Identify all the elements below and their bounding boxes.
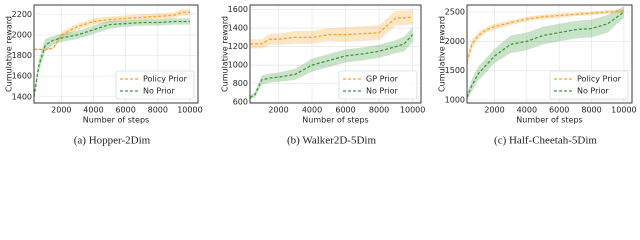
legend-label: GP Prior bbox=[366, 75, 399, 84]
y-tick-label: 1400 bbox=[228, 24, 248, 33]
legend-label: No Prior bbox=[366, 87, 399, 96]
confidence-band bbox=[34, 18, 190, 100]
y-tick-label: 1800 bbox=[12, 51, 32, 60]
legend: GP Prior No Prior bbox=[338, 70, 418, 100]
x-tick-label: 2000 bbox=[51, 106, 71, 115]
series-line bbox=[250, 16, 413, 45]
y-tick-label: 600 bbox=[233, 98, 248, 107]
y-tick-label: 1500 bbox=[445, 66, 465, 75]
y-tick-label: 1000 bbox=[228, 61, 248, 70]
caption: (a) Hopper-2Dim bbox=[74, 135, 151, 147]
x-axis-label: Number of steps bbox=[83, 116, 149, 125]
x-tick-label: 4000 bbox=[83, 106, 103, 115]
y-tick-label: 800 bbox=[233, 79, 248, 88]
y-tick-label: 2000 bbox=[445, 37, 465, 46]
legend-label: Policy Prior bbox=[143, 75, 188, 84]
legend-box bbox=[549, 70, 629, 100]
y-axis-label: Cumulative reward bbox=[221, 16, 230, 92]
confidence-band bbox=[250, 9, 413, 49]
legend-label: No Prior bbox=[143, 87, 176, 96]
x-tick-label: 2000 bbox=[268, 106, 288, 115]
x-axis-label: Number of steps bbox=[516, 116, 582, 125]
x-tick-label: 10000 bbox=[611, 106, 636, 115]
series-line bbox=[466, 11, 625, 98]
figure: 1400 1600 1800 2000 2200 2000 4000 6000 8000 1000… bbox=[5, 4, 637, 147]
legend-box bbox=[338, 70, 418, 100]
x-tick-label: 2000 bbox=[484, 106, 504, 115]
x-tick-label: 4000 bbox=[302, 106, 322, 115]
legend-label: Policy Prior bbox=[577, 75, 622, 84]
legend: Policy Prior No Prior bbox=[549, 70, 629, 100]
x-tick-label: 6000 bbox=[549, 106, 569, 115]
legend-box bbox=[115, 70, 195, 100]
y-tick-label: 2500 bbox=[445, 8, 465, 17]
series-line bbox=[33, 20, 190, 97]
y-tick-label: 1400 bbox=[12, 92, 32, 101]
y-axis-label: Cumulative reward bbox=[5, 16, 14, 92]
plot-frame bbox=[33, 4, 199, 104]
plot-frame bbox=[249, 4, 422, 104]
confidence-band bbox=[34, 9, 190, 51]
caption: (c) Half-Cheetah-5Dim bbox=[494, 135, 597, 147]
legend: Policy Prior No Prior bbox=[115, 70, 195, 100]
plot-frame bbox=[466, 4, 633, 104]
x-tick-label: 8000 bbox=[369, 106, 389, 115]
y-axis-label: Cumulative reward bbox=[438, 16, 447, 92]
series-line bbox=[34, 11, 190, 51]
y-tick-label: 1000 bbox=[445, 96, 465, 105]
confidence-band bbox=[467, 9, 624, 67]
y-tick-label: 1200 bbox=[228, 42, 248, 51]
series-line bbox=[466, 10, 624, 63]
legend-label: No Prior bbox=[577, 87, 610, 96]
caption: (b) Walker2D-5Dim bbox=[287, 135, 376, 147]
x-tick-label: 6000 bbox=[335, 106, 355, 115]
y-tick-label: 1600 bbox=[12, 72, 32, 81]
y-tick-label: 2000 bbox=[12, 30, 32, 39]
x-tick-label: 8000 bbox=[148, 106, 168, 115]
x-tick-label: 4000 bbox=[517, 106, 537, 115]
confidence-band bbox=[250, 27, 413, 100]
y-tick-label: 2200 bbox=[12, 10, 32, 19]
x-tick-label: 10000 bbox=[177, 106, 202, 115]
x-tick-label: 8000 bbox=[581, 106, 601, 115]
x-tick-label: 6000 bbox=[115, 106, 135, 115]
confidence-band bbox=[467, 6, 624, 101]
x-axis-label: Number of steps bbox=[302, 116, 368, 125]
y-tick-label: 1600 bbox=[228, 5, 248, 14]
x-tick-label: 10000 bbox=[400, 106, 425, 115]
